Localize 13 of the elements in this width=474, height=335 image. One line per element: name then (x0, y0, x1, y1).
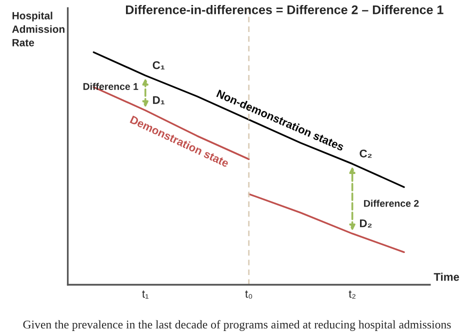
chart-title: Difference-in-differences = Difference 2 – Difference 1 (126, 5, 444, 14)
annotation: Difference 2 (364, 200, 419, 207)
annotation: D₂ (360, 219, 372, 228)
x-tick-label: t₂ (348, 290, 356, 299)
x-tick-label: t₀ (245, 290, 252, 299)
annotation: Difference 1 (83, 82, 138, 90)
y-axis-title: Hospital Admission Rate (12, 12, 64, 46)
text: Given the prevalence in the last decade of programs aimed at reducing hospital admissions (23, 320, 451, 331)
annotation: D₁ (153, 96, 165, 104)
x-axis-title: Time (434, 272, 460, 281)
x-tick-label: t₁ (142, 290, 149, 299)
annotation: C₁ (152, 61, 165, 70)
annotation: C₂ (360, 150, 372, 158)
